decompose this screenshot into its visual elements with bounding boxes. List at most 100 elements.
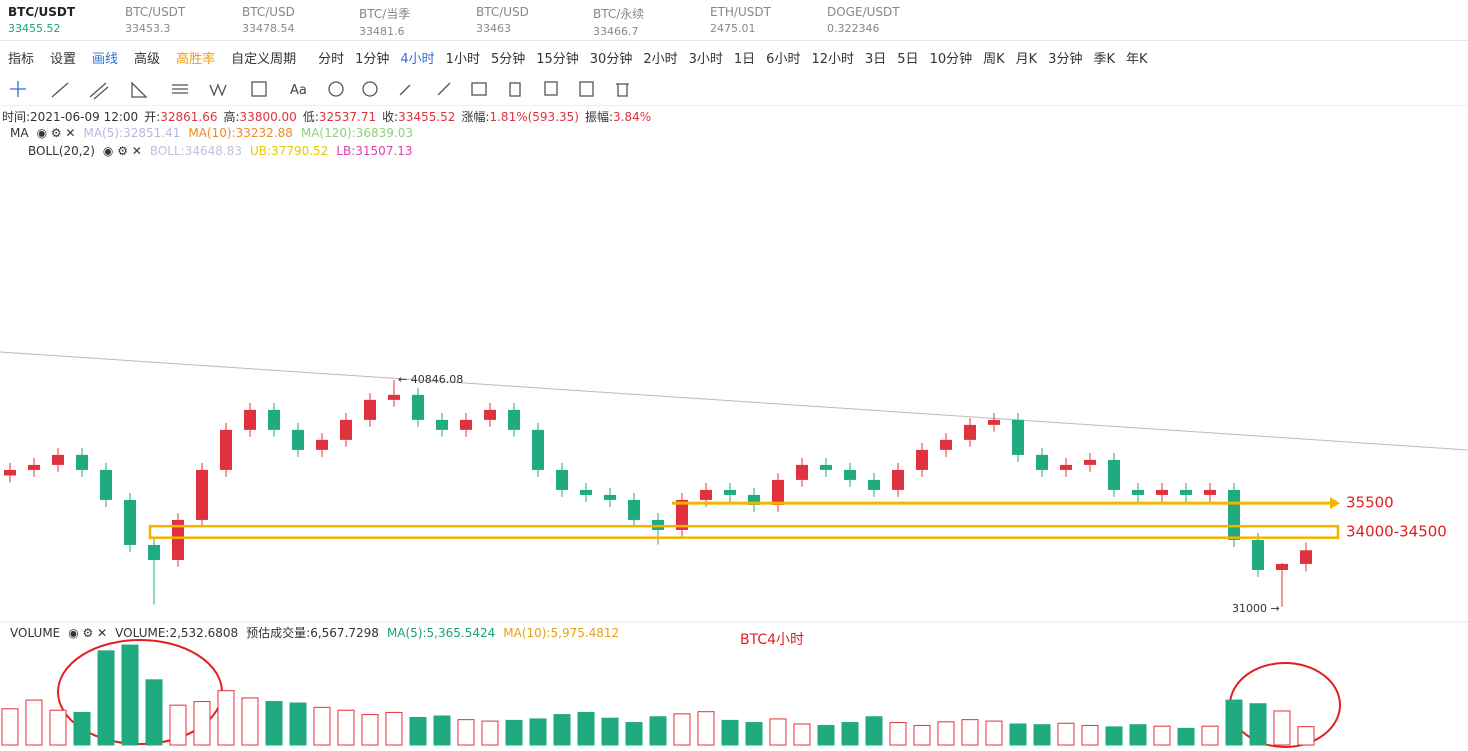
volume-bar: [313, 706, 331, 746]
candle-body: [172, 519, 184, 560]
menu-item[interactable]: 自定义周期: [231, 51, 297, 67]
info-value: 32537.71: [318, 110, 377, 124]
period[interactable]: 2小时: [643, 51, 678, 67]
volume-bar: [385, 711, 403, 746]
legend-item: MA(5):5,365.5424: [386, 625, 496, 640]
info-label: 低:: [302, 110, 319, 124]
volume-bar: [673, 713, 691, 746]
pen-tool[interactable]: [437, 82, 451, 96]
channel-tool[interactable]: [89, 82, 109, 100]
legend-item: MA(5):32851.41: [83, 126, 181, 140]
symbol-tab[interactable]: BTC/USD 33463: [468, 0, 585, 40]
symbol-tab[interactable]: BTC/USDT 33453.3: [117, 0, 234, 40]
zone-box: [148, 524, 1340, 539]
period[interactable]: 分时: [318, 51, 345, 67]
symbol-tab[interactable]: BTC/当季 33481.6: [351, 0, 468, 40]
volume-bar: [25, 699, 43, 746]
candle-body: [388, 394, 400, 400]
symbol-tab[interactable]: ETH/USDT 2475.01: [702, 0, 819, 40]
period[interactable]: 15分钟: [536, 51, 579, 67]
candle-body: [316, 439, 328, 450]
copy-tool[interactable]: [544, 81, 558, 96]
candle-body: [748, 494, 760, 505]
triangle-tool[interactable]: [131, 81, 148, 98]
menu-item[interactable]: 指标: [8, 51, 35, 67]
info-field: 开:32861.66: [144, 108, 217, 125]
candle-body: [1084, 459, 1096, 465]
edit-tool[interactable]: [579, 81, 594, 97]
candle-body: [772, 479, 784, 505]
candle-body: [52, 454, 64, 465]
candle-body: [1300, 550, 1312, 564]
period[interactable]: 周K: [983, 51, 1005, 67]
info-value: 33800.00: [239, 110, 297, 124]
legend-name: VOLUME: [10, 625, 61, 640]
legend-item: MA(120):36839.03: [300, 126, 413, 140]
candle-body: [76, 454, 88, 470]
period[interactable]: 1小时: [445, 51, 480, 67]
legend-name: MA: [10, 126, 29, 140]
legend-item: UB:37790.52: [249, 144, 329, 158]
period[interactable]: 3分钟: [1048, 51, 1083, 67]
candle-body: [4, 469, 16, 476]
crosshair-tool[interactable]: [10, 81, 26, 97]
period[interactable]: 5分钟: [490, 51, 526, 67]
symbol-tab[interactable]: BTC/永续 33466.7: [585, 0, 702, 40]
period[interactable]: 年K: [1125, 51, 1148, 67]
volume-bar: [361, 714, 379, 746]
info-field: 收:33455.52: [382, 108, 455, 125]
shape-tool[interactable]: [328, 81, 344, 97]
info-label: 时间:: [2, 110, 31, 124]
rect-tool[interactable]: [251, 81, 267, 97]
symbol-tab[interactable]: BTC/USDT 33455.52: [0, 0, 117, 40]
lock-tool[interactable]: [471, 82, 487, 96]
text-tool[interactable]: Aa: [290, 83, 307, 98]
magnet-tool[interactable]: [362, 81, 378, 97]
period[interactable]: 月K: [1015, 51, 1038, 67]
volume-bar: [961, 719, 979, 746]
link-tool[interactable]: [399, 84, 411, 96]
period[interactable]: 1日: [733, 51, 756, 67]
lock2-tool[interactable]: [509, 82, 521, 97]
period[interactable]: 3日: [865, 51, 887, 67]
fib-tool[interactable]: [172, 84, 188, 94]
candle-body: [1108, 459, 1120, 490]
candle-body: [796, 464, 808, 480]
period[interactable]: 12小时: [811, 51, 854, 67]
period[interactable]: 1分钟: [355, 51, 390, 67]
period[interactable]: 30分钟: [589, 51, 633, 67]
menu-item[interactable]: 高胜率: [176, 51, 216, 67]
wave-tool[interactable]: [209, 83, 227, 97]
period[interactable]: 6小时: [766, 51, 801, 67]
period[interactable]: 季K: [1093, 51, 1115, 67]
info-value: 3.84%: [613, 110, 652, 124]
boll-legend: BOLL(20,2) ◉ ⚙ ✕ BOLL:34648.83 UB:37790.52 L…: [28, 144, 413, 158]
info-field: 高:33800.00: [224, 108, 297, 125]
period[interactable]: 5日: [897, 51, 919, 67]
line-tool[interactable]: [51, 82, 69, 98]
high-annotation: ← 40846.08: [398, 373, 463, 386]
volume-bar: [913, 724, 931, 746]
volume-bar: [793, 723, 811, 746]
volume-bar: [241, 697, 259, 746]
menu-item[interactable]: 高级: [134, 51, 161, 67]
candle-body: [268, 409, 280, 430]
delete-tool[interactable]: [616, 83, 629, 97]
menu-item[interactable]: 画线: [92, 51, 119, 67]
menu-item[interactable]: 设置: [50, 51, 77, 67]
volume-bar: [97, 650, 115, 746]
symbol-tab[interactable]: DOGE/USDT 0.322346: [819, 0, 936, 40]
period[interactable]: 10分钟: [929, 51, 973, 67]
tab-name: BTC/USD: [476, 5, 529, 19]
volume-bar: [409, 716, 427, 746]
symbol-tab[interactable]: BTC/USD 33478.54: [234, 0, 351, 40]
candle-body: [628, 499, 640, 520]
legend-item: LB:31507.13: [336, 144, 413, 158]
volume-bar: [73, 711, 91, 746]
period[interactable]: 3小时: [688, 51, 723, 67]
volume-bar: [289, 702, 307, 746]
volume-bar: [601, 717, 619, 746]
period[interactable]: 4小时: [400, 51, 435, 67]
volume-bar: [505, 719, 523, 746]
